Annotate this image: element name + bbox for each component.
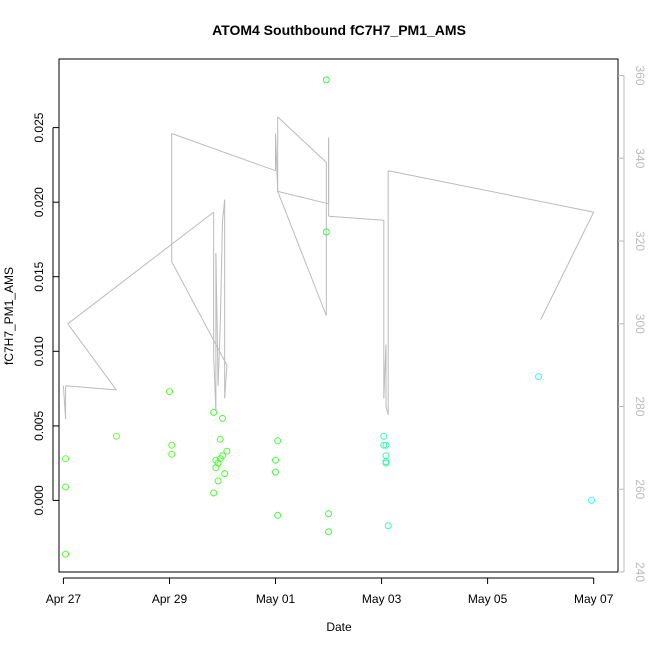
series-layer xyxy=(62,76,595,558)
y-axis-label: fC7H7_PM1_AMS xyxy=(2,267,16,365)
x-axis-label: Date xyxy=(326,620,352,634)
x-tick-label: May 07 xyxy=(574,592,614,606)
series-line-segment xyxy=(215,253,219,386)
series-line-segment xyxy=(277,116,327,163)
y-right-tick-label: 240 xyxy=(633,562,647,582)
y-axis-left: 0.000 0.005 0.010 0.015 0.020 0.025 xyxy=(32,112,59,515)
y-left-tick-label: 0.010 xyxy=(32,336,46,366)
x-tick-label: Apr 29 xyxy=(152,592,188,606)
series-line-segment xyxy=(65,385,117,391)
data-point xyxy=(214,459,222,467)
series-line-segment xyxy=(219,220,223,324)
data-point xyxy=(325,510,333,518)
series-line-segment xyxy=(171,261,228,366)
series-line-segment xyxy=(277,190,329,205)
y-right-tick-label: 260 xyxy=(633,479,647,499)
data-point xyxy=(210,489,218,497)
data-point xyxy=(221,470,229,478)
data-point xyxy=(380,432,388,440)
data-point xyxy=(219,452,226,460)
data-point xyxy=(274,437,282,445)
x-tick-label: May 01 xyxy=(256,592,296,606)
series-line-segment xyxy=(217,323,221,386)
y-left-tick-label: 0.000 xyxy=(32,485,46,515)
series-line-segment xyxy=(540,211,595,320)
data-point xyxy=(168,441,176,449)
y-right-tick-label: 300 xyxy=(633,314,647,334)
data-point xyxy=(272,456,279,464)
series-line-segment xyxy=(328,215,384,221)
x-tick-label: Apr 27 xyxy=(46,592,82,606)
y-right-tick-label: 340 xyxy=(633,148,647,168)
x-tick-label: May 03 xyxy=(362,592,402,606)
chart-title: ATOM4 Southbound fC7H7_PM1_AMS xyxy=(212,22,466,38)
data-point xyxy=(214,477,222,485)
data-point xyxy=(112,432,120,440)
data-point xyxy=(322,76,330,84)
data-point xyxy=(272,468,279,476)
x-tick-label: May 05 xyxy=(468,592,508,606)
y-left-tick-label: 0.025 xyxy=(32,112,46,142)
data-point xyxy=(62,455,70,463)
plot-frame xyxy=(58,58,619,573)
data-point xyxy=(274,511,282,519)
data-point xyxy=(384,522,392,530)
data-point xyxy=(216,435,224,443)
data-point xyxy=(62,483,70,491)
y-left-tick-label: 0.020 xyxy=(32,187,46,217)
data-point xyxy=(168,450,176,458)
data-point xyxy=(62,550,70,558)
data-point xyxy=(166,388,173,396)
data-point xyxy=(219,414,226,422)
series-line-segment xyxy=(388,170,594,213)
series-line-segment xyxy=(224,365,228,399)
y-axis-right: 240 260 280 300 320 340 360 xyxy=(618,65,647,582)
series-line-segment xyxy=(67,323,117,391)
data-point xyxy=(223,447,231,455)
y-left-tick-label: 0.005 xyxy=(32,411,46,441)
data-point xyxy=(380,441,388,449)
y-right-tick-label: 280 xyxy=(633,396,647,416)
x-axis: Apr 27 Apr 29 May 01 May 03 May 05 May 07 xyxy=(46,577,614,606)
data-point xyxy=(382,441,390,449)
data-point xyxy=(210,408,218,416)
data-point xyxy=(382,459,390,467)
series-line-segment xyxy=(171,133,276,172)
data-point xyxy=(588,496,595,504)
series-line-segment xyxy=(277,191,327,316)
series-line-segment xyxy=(67,211,215,325)
data-point xyxy=(322,228,330,236)
y-left-tick-label: 0.015 xyxy=(32,261,46,291)
data-point xyxy=(325,528,333,536)
data-point xyxy=(535,373,542,381)
y-right-tick-label: 360 xyxy=(633,65,647,85)
y-right-tick-label: 320 xyxy=(633,231,647,251)
